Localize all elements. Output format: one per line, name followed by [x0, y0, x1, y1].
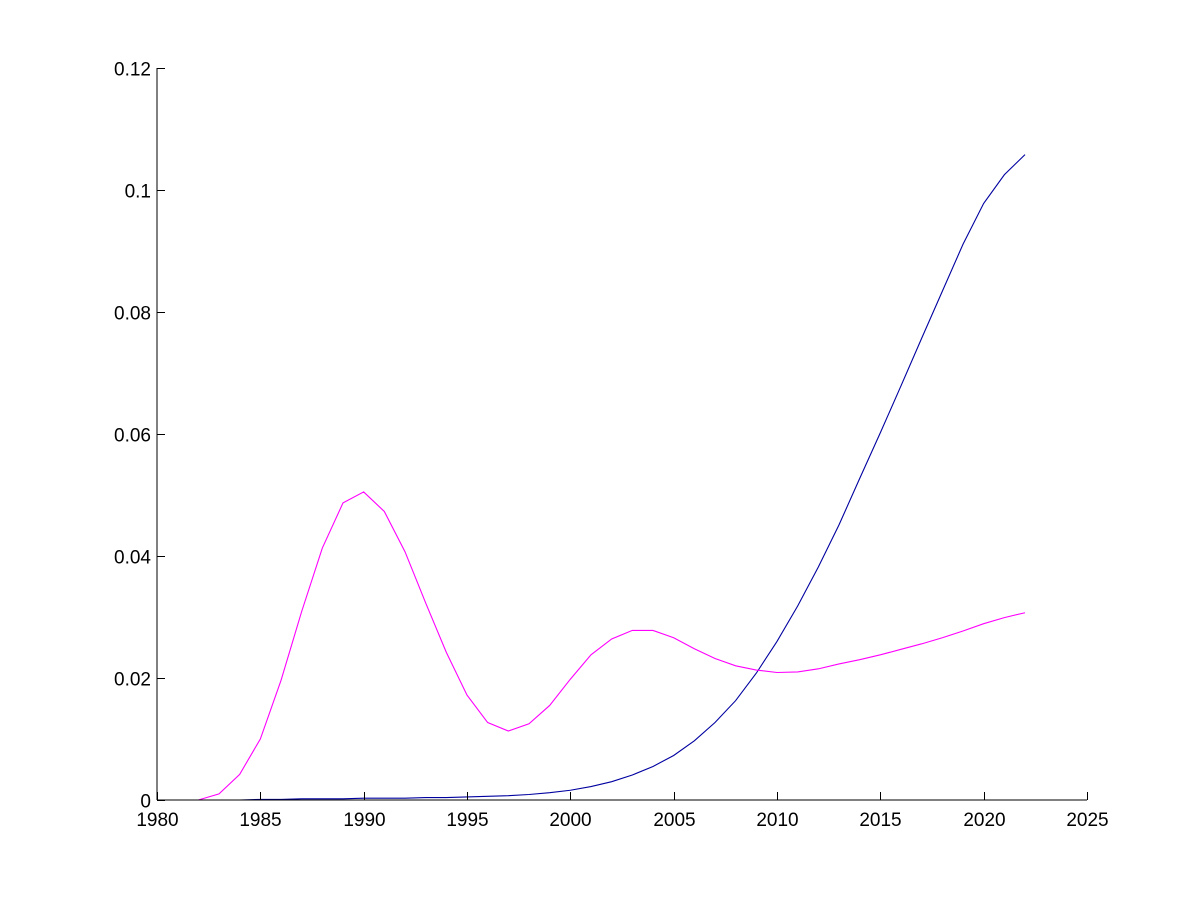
x-tick-label: 1980	[136, 810, 178, 831]
x-tick-label: 1995	[446, 810, 488, 831]
x-tick-label: 1985	[239, 810, 281, 831]
axes	[156, 68, 1087, 801]
y-tick-label: 0.08	[114, 304, 151, 325]
y-tick-label: 0	[140, 792, 151, 813]
x-tick-label: 2015	[859, 810, 901, 831]
y-tick-label: 0.02	[114, 670, 151, 691]
series-line-1	[157, 154, 1026, 801]
y-tick-label: 0.04	[114, 548, 151, 569]
x-axis-ticks: 1980 1985 1990 1995 2000 2005 2010 2015 2020 2025	[136, 792, 1109, 831]
y-axis-ticks: 0 0.02 0.04 0.06 0.08 0.1 0.12	[114, 60, 165, 813]
y-tick-label: 0.12	[114, 60, 151, 81]
x-tick-label: 1990	[343, 810, 385, 831]
x-tick-label: 2005	[653, 810, 695, 831]
y-tick-label: 0.06	[114, 426, 151, 447]
x-tick-label: 2025	[1066, 810, 1108, 831]
x-tick-label: 2010	[756, 810, 798, 831]
series-layer	[157, 154, 1026, 801]
x-tick-label: 2020	[963, 810, 1005, 831]
series-line-2	[157, 491, 1026, 801]
x-tick-label: 2000	[549, 810, 591, 831]
y-tick-label: 0.1	[125, 182, 151, 203]
